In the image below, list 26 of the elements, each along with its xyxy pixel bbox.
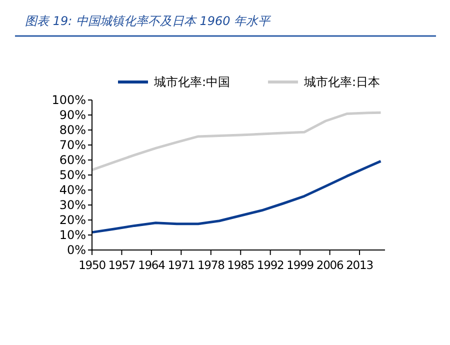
y-tick-label: 80%: [59, 123, 86, 138]
y-tick-label: 60%: [59, 153, 86, 168]
y-tick-label: 30%: [59, 198, 86, 212]
y-tick-label: 100%: [52, 93, 86, 108]
y-tick-label: 90%: [59, 108, 86, 122]
y-tick-label: 10%: [59, 228, 86, 242]
x-tick-label: 1985: [227, 258, 254, 272]
x-tick-label: 2006: [316, 258, 344, 272]
x-tick-label: 1964: [138, 258, 166, 272]
legend-label: 城市化率:日本: [303, 75, 380, 90]
x-tick-label: 1978: [197, 258, 225, 272]
y-tick-label: 50%: [59, 168, 86, 182]
y-tick-label: 70%: [59, 138, 86, 152]
x-tick-label: 1971: [168, 258, 195, 272]
y-tick-label: 20%: [59, 213, 86, 228]
y-tick-label: 40%: [59, 183, 86, 198]
x-tick-label: 1950: [78, 258, 106, 272]
x-tick-label: 1957: [108, 258, 136, 272]
y-tick-label: 0%: [66, 243, 86, 258]
line-series: [90, 111, 382, 172]
x-tick-label: 2013: [346, 258, 374, 272]
x-tick-label: 1999: [286, 258, 314, 272]
chart-title: 图表 19: 中国城镇化率不及日本 1960 年水平: [25, 14, 272, 28]
line-series: [90, 160, 382, 234]
x-tick-label: 1992: [256, 258, 284, 272]
legend-label: 城市化率:中国: [153, 75, 230, 90]
